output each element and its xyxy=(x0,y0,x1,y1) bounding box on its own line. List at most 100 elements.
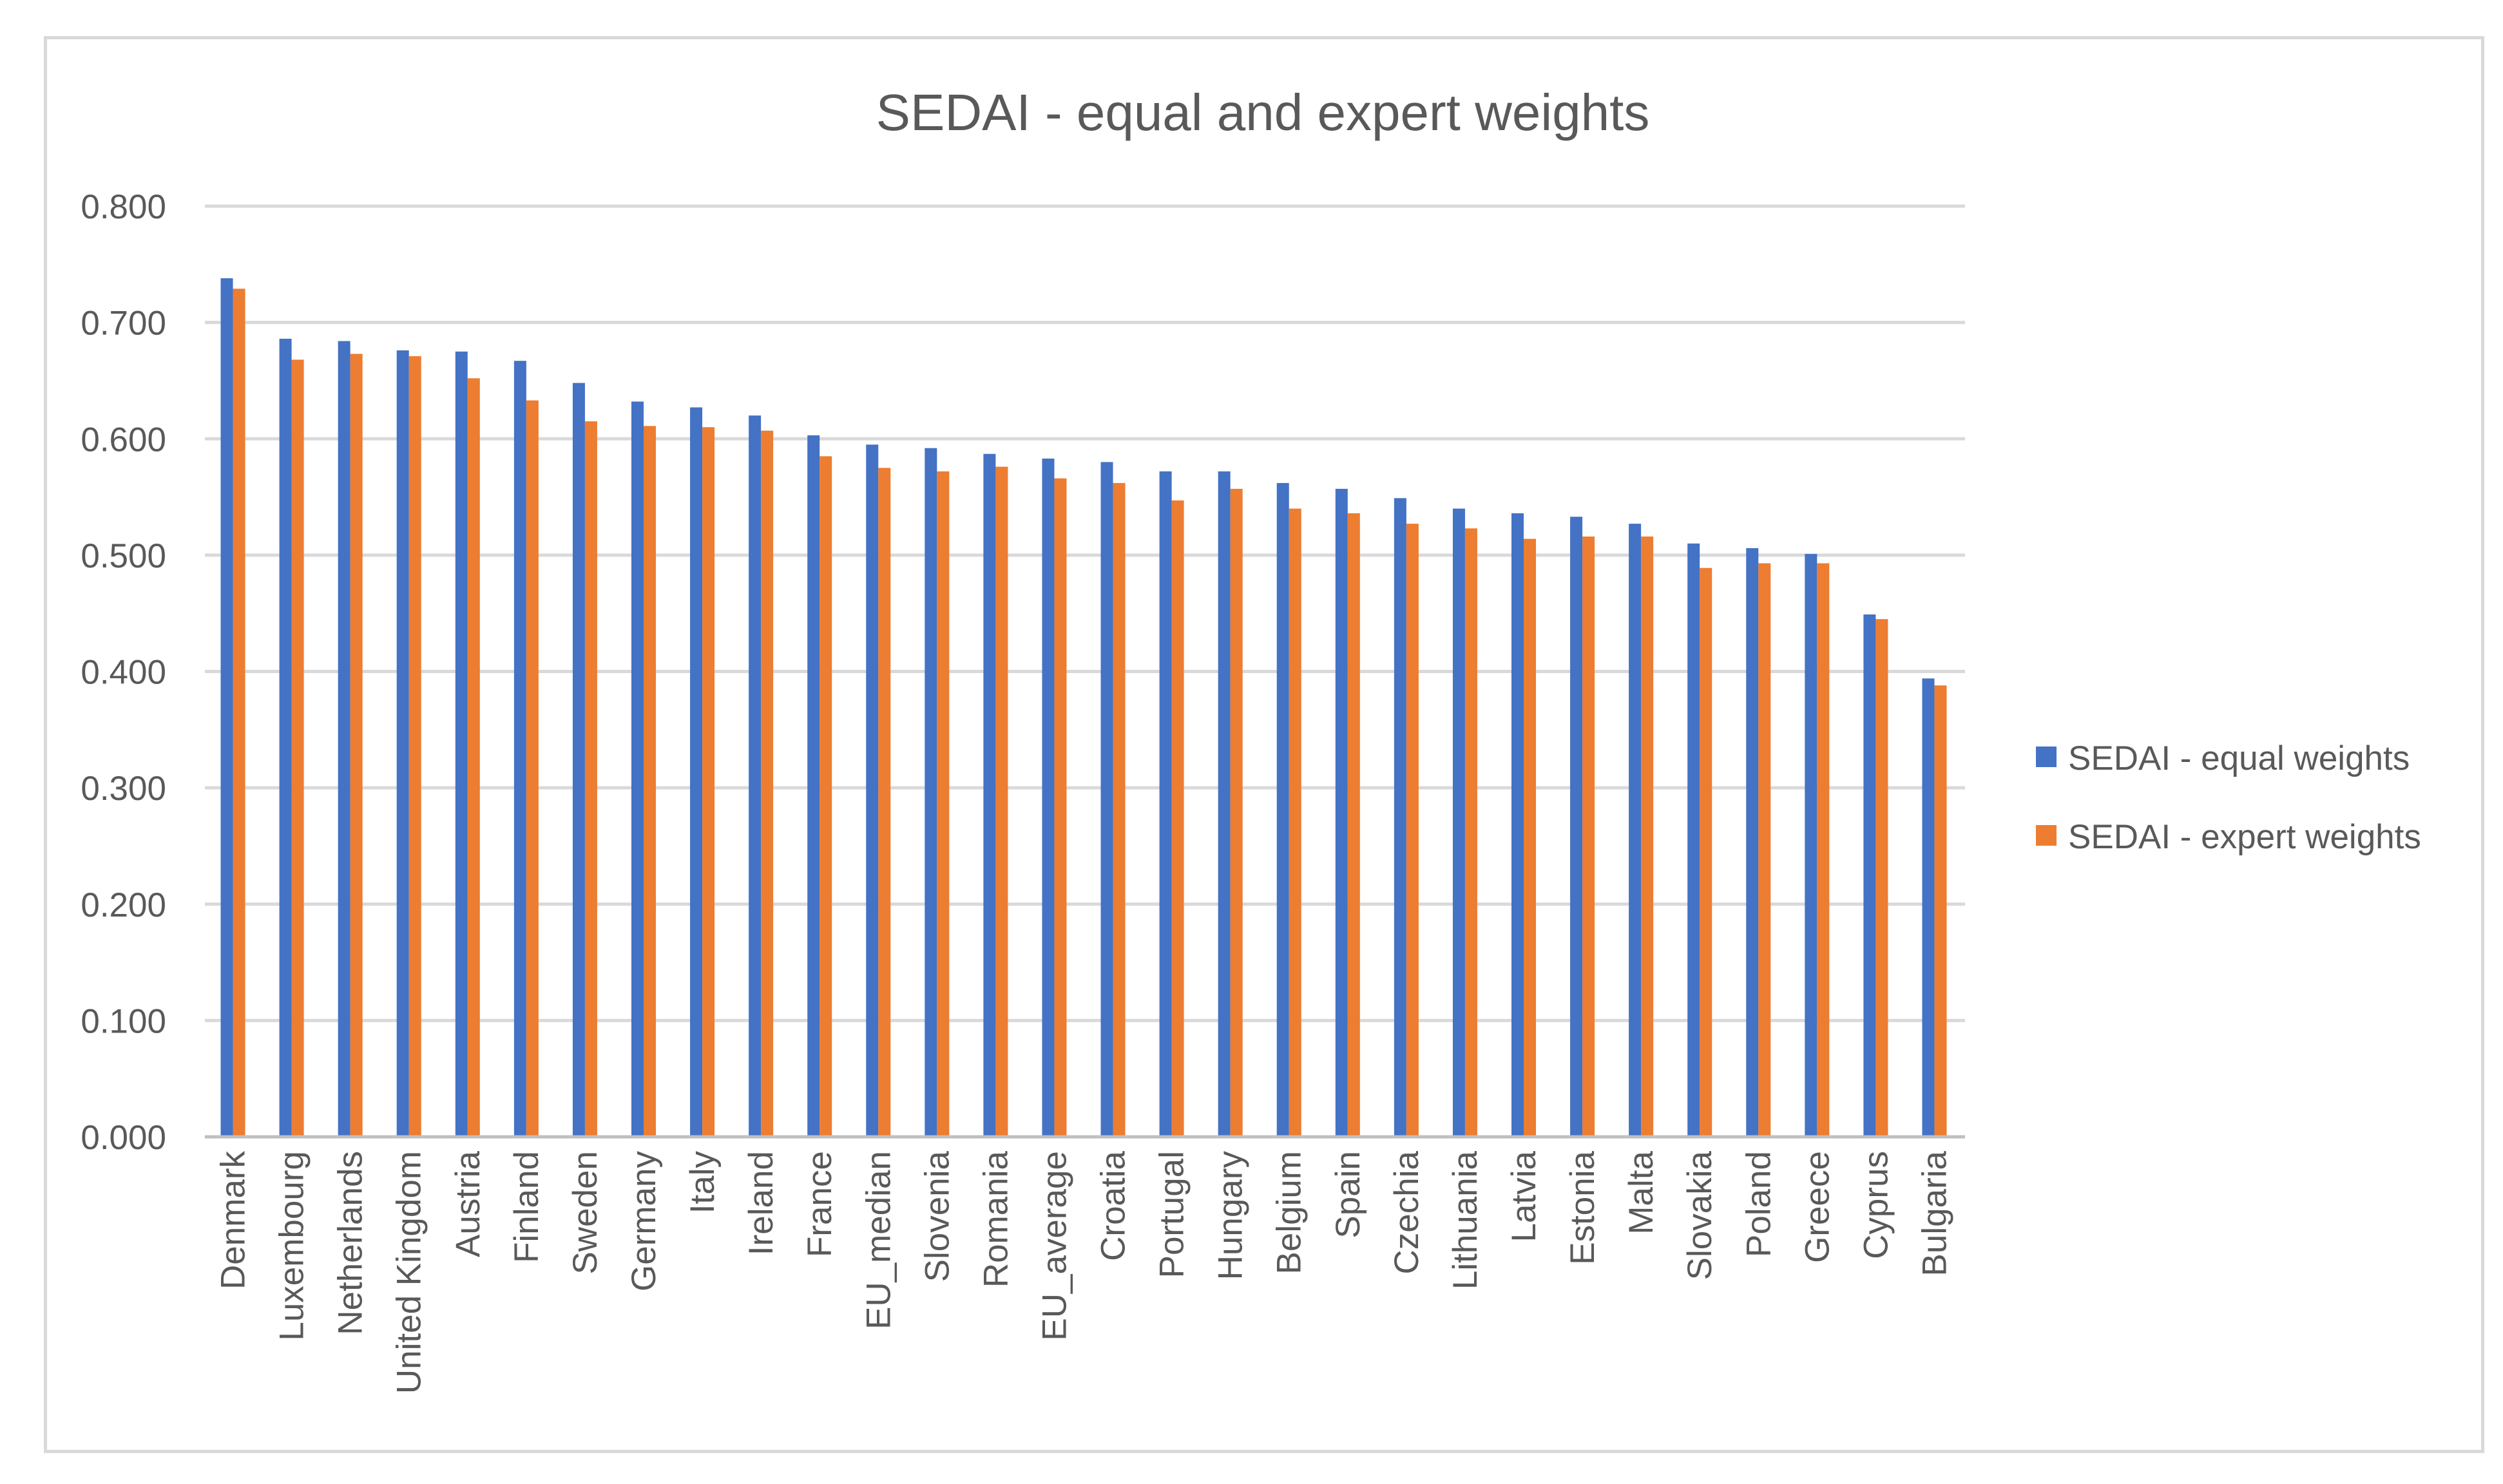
bar-expert-eu-median xyxy=(878,468,891,1137)
bar-expert-slovakia xyxy=(1700,567,1712,1137)
x-category-label: Luxembourg xyxy=(273,1151,311,1341)
bar-equal-hungary xyxy=(1218,471,1231,1137)
legend-label: SEDAI - equal weights xyxy=(2068,739,2410,777)
x-category-label: Italy xyxy=(684,1151,722,1214)
bar-expert-lithuania xyxy=(1464,528,1477,1137)
bar-expert-finland xyxy=(526,400,539,1137)
bar-equal-slovakia xyxy=(1687,543,1700,1137)
x-category-label: Austria xyxy=(449,1150,487,1257)
bar-expert-croatia xyxy=(1113,482,1126,1137)
bar-expert-poland xyxy=(1758,563,1771,1137)
bars xyxy=(220,278,1947,1137)
bar-equal-malta xyxy=(1629,524,1642,1137)
bar-expert-italy xyxy=(702,427,715,1137)
bar-expert-greece xyxy=(1817,563,1830,1137)
x-category-label: Hungary xyxy=(1212,1151,1250,1280)
bar-equal-france xyxy=(807,435,820,1137)
x-category-label: Netherlands xyxy=(332,1151,370,1335)
bar-equal-finland xyxy=(513,361,526,1137)
bar-expert-malta xyxy=(1641,536,1654,1137)
bar-expert-denmark xyxy=(233,289,245,1137)
bar-expert-cyprus xyxy=(1875,619,1888,1137)
y-tick-label: 0.600 xyxy=(81,421,166,459)
bar-equal-estonia xyxy=(1570,517,1583,1137)
bar-expert-luxembourg xyxy=(291,359,304,1137)
bar-equal-italy xyxy=(690,407,703,1137)
bar-equal-poland xyxy=(1746,548,1759,1137)
x-category-label: Croatia xyxy=(1095,1150,1133,1260)
bar-equal-luxembourg xyxy=(279,338,292,1137)
bar-expert-hungary xyxy=(1230,488,1243,1137)
bar-expert-united-kingdom xyxy=(408,356,421,1137)
legend-label: SEDAI - expert weights xyxy=(2068,818,2421,856)
bar-expert-romania xyxy=(995,466,1008,1137)
bar-equal-belgium xyxy=(1276,482,1289,1137)
x-category-label: Germany xyxy=(625,1151,663,1291)
x-category-label: Czechia xyxy=(1388,1150,1426,1274)
bar-expert-germany xyxy=(644,426,656,1137)
bar-equal-cyprus xyxy=(1863,614,1876,1137)
bar-equal-latvia xyxy=(1511,513,1524,1137)
bar-equal-croatia xyxy=(1100,462,1113,1137)
legend-swatch xyxy=(2036,747,2057,767)
bar-expert-portugal xyxy=(1171,500,1184,1137)
bar-equal-slovenia xyxy=(925,448,937,1137)
bar-expert-spain xyxy=(1347,513,1360,1137)
x-category-label: Slovakia xyxy=(1681,1150,1719,1280)
x-category-label: Poland xyxy=(1740,1151,1778,1257)
y-tick-label: 0.000 xyxy=(81,1119,166,1157)
bar-equal-germany xyxy=(631,401,644,1137)
bar-expert-eu-average xyxy=(1054,478,1067,1137)
x-category-label: Sweden xyxy=(566,1151,604,1275)
x-category-label: Denmark xyxy=(215,1151,253,1290)
bar-equal-united-kingdom xyxy=(396,350,409,1137)
bar-expert-latvia xyxy=(1524,538,1536,1137)
bar-equal-austria xyxy=(455,351,468,1137)
legend: SEDAI - equal weights SEDAI - expert weig… xyxy=(2036,739,2421,856)
bar-expert-belgium xyxy=(1289,508,1301,1137)
x-category-label: Bulgaria xyxy=(1915,1150,1953,1276)
bar-equal-eu-median xyxy=(866,444,879,1137)
bar-equal-greece xyxy=(1805,554,1817,1137)
y-tick-label: 0.200 xyxy=(81,886,166,924)
x-category-label: Spain xyxy=(1329,1151,1367,1239)
bar-expert-austria xyxy=(467,378,480,1137)
bar-equal-portugal xyxy=(1159,471,1172,1137)
y-axis-ticks: 0.000 0.100 0.200 0.300 0.400 0.500 0.600 0.700… xyxy=(81,188,166,1157)
bar-equal-spain xyxy=(1335,488,1348,1137)
bar-equal-ireland xyxy=(749,415,762,1137)
x-category-label: Estonia xyxy=(1564,1150,1602,1264)
bar-expert-sweden xyxy=(584,421,597,1137)
bar-equal-eu-average xyxy=(1042,458,1055,1137)
bar-expert-ireland xyxy=(761,430,774,1137)
x-category-label: Finland xyxy=(508,1151,546,1263)
y-tick-label: 0.100 xyxy=(81,1002,166,1040)
bar-equal-netherlands xyxy=(338,341,350,1137)
y-tick-label: 0.400 xyxy=(81,654,166,692)
x-category-label: Portugal xyxy=(1153,1151,1191,1278)
bar-expert-czechia xyxy=(1406,524,1419,1137)
bar-equal-denmark xyxy=(220,278,233,1137)
x-category-label: EU_average xyxy=(1035,1151,1073,1341)
x-category-label: Lithuania xyxy=(1446,1150,1484,1289)
chart-frame xyxy=(44,36,2484,1453)
x-category-label: United Kingdom xyxy=(390,1151,428,1394)
y-tick-label: 0.800 xyxy=(81,188,166,226)
x-axis-categories: Denmark Luxembourg Netherlands United Kingd… xyxy=(215,1150,1954,1394)
x-category-label: EU_median xyxy=(859,1151,897,1329)
bar-equal-sweden xyxy=(572,383,585,1137)
gridlines xyxy=(205,204,1965,1022)
bar-equal-bulgaria xyxy=(1922,678,1935,1137)
x-category-label: France xyxy=(801,1151,839,1257)
x-category-label: Ireland xyxy=(742,1151,780,1255)
bar-expert-estonia xyxy=(1582,536,1595,1137)
bar-equal-lithuania xyxy=(1452,508,1465,1137)
x-category-label: Belgium xyxy=(1271,1151,1309,1274)
x-category-label: Greece xyxy=(1798,1151,1836,1263)
bar-expert-netherlands xyxy=(350,354,363,1137)
bar-expert-france xyxy=(820,456,832,1137)
chart-title: SEDAI - equal and expert weights xyxy=(876,84,1650,141)
y-tick-label: 0.700 xyxy=(81,305,166,343)
y-tick-label: 0.300 xyxy=(81,770,166,808)
